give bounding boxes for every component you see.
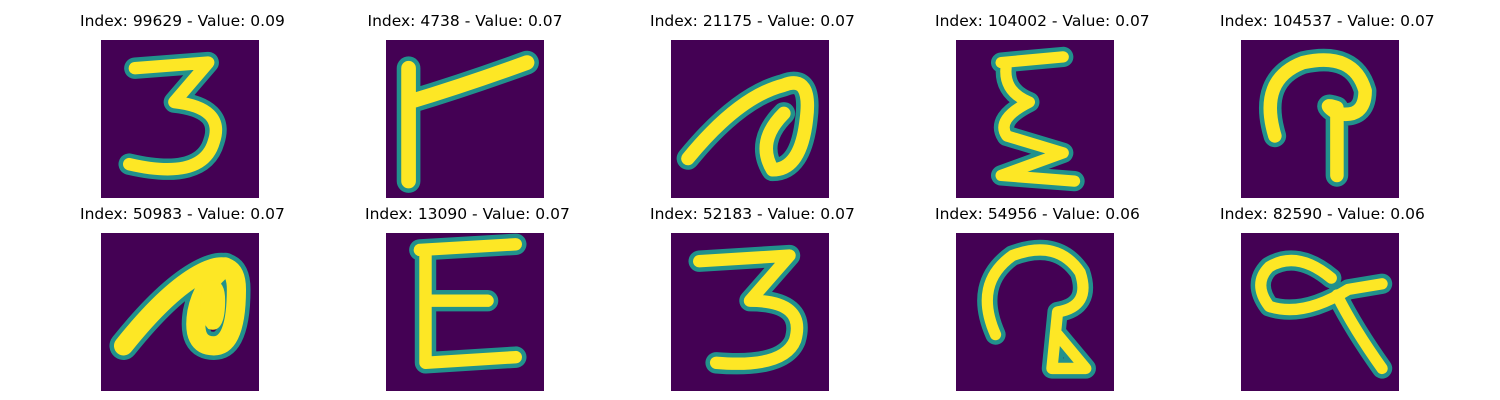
digit-image	[101, 233, 259, 391]
digit-image	[386, 40, 544, 198]
digit-image	[671, 233, 829, 391]
digit-image	[956, 233, 1114, 391]
cell-title: Index: 13090 - Value: 0.07	[365, 205, 570, 223]
cell-title: Index: 4738 - Value: 0.07	[367, 12, 563, 30]
cell-title: Index: 104537 - Value: 0.07	[1220, 12, 1435, 30]
cell-title: Index: 50983 - Value: 0.07	[80, 205, 285, 223]
digit-image	[386, 233, 544, 391]
cell-title: Index: 21175 - Value: 0.07	[650, 12, 855, 30]
digit-image	[1241, 40, 1399, 198]
cell-title: Index: 54956 - Value: 0.06	[935, 205, 1140, 223]
cell-title: Index: 104002 - Value: 0.07	[935, 12, 1150, 30]
digit-image	[956, 40, 1114, 198]
digit-image	[671, 40, 829, 198]
digit-image	[101, 40, 259, 198]
cell-title: Index: 99629 - Value: 0.09	[80, 12, 285, 30]
digit-image	[1241, 233, 1399, 391]
cell-title: Index: 82590 - Value: 0.06	[1220, 205, 1425, 223]
cell-title: Index: 52183 - Value: 0.07	[650, 205, 855, 223]
